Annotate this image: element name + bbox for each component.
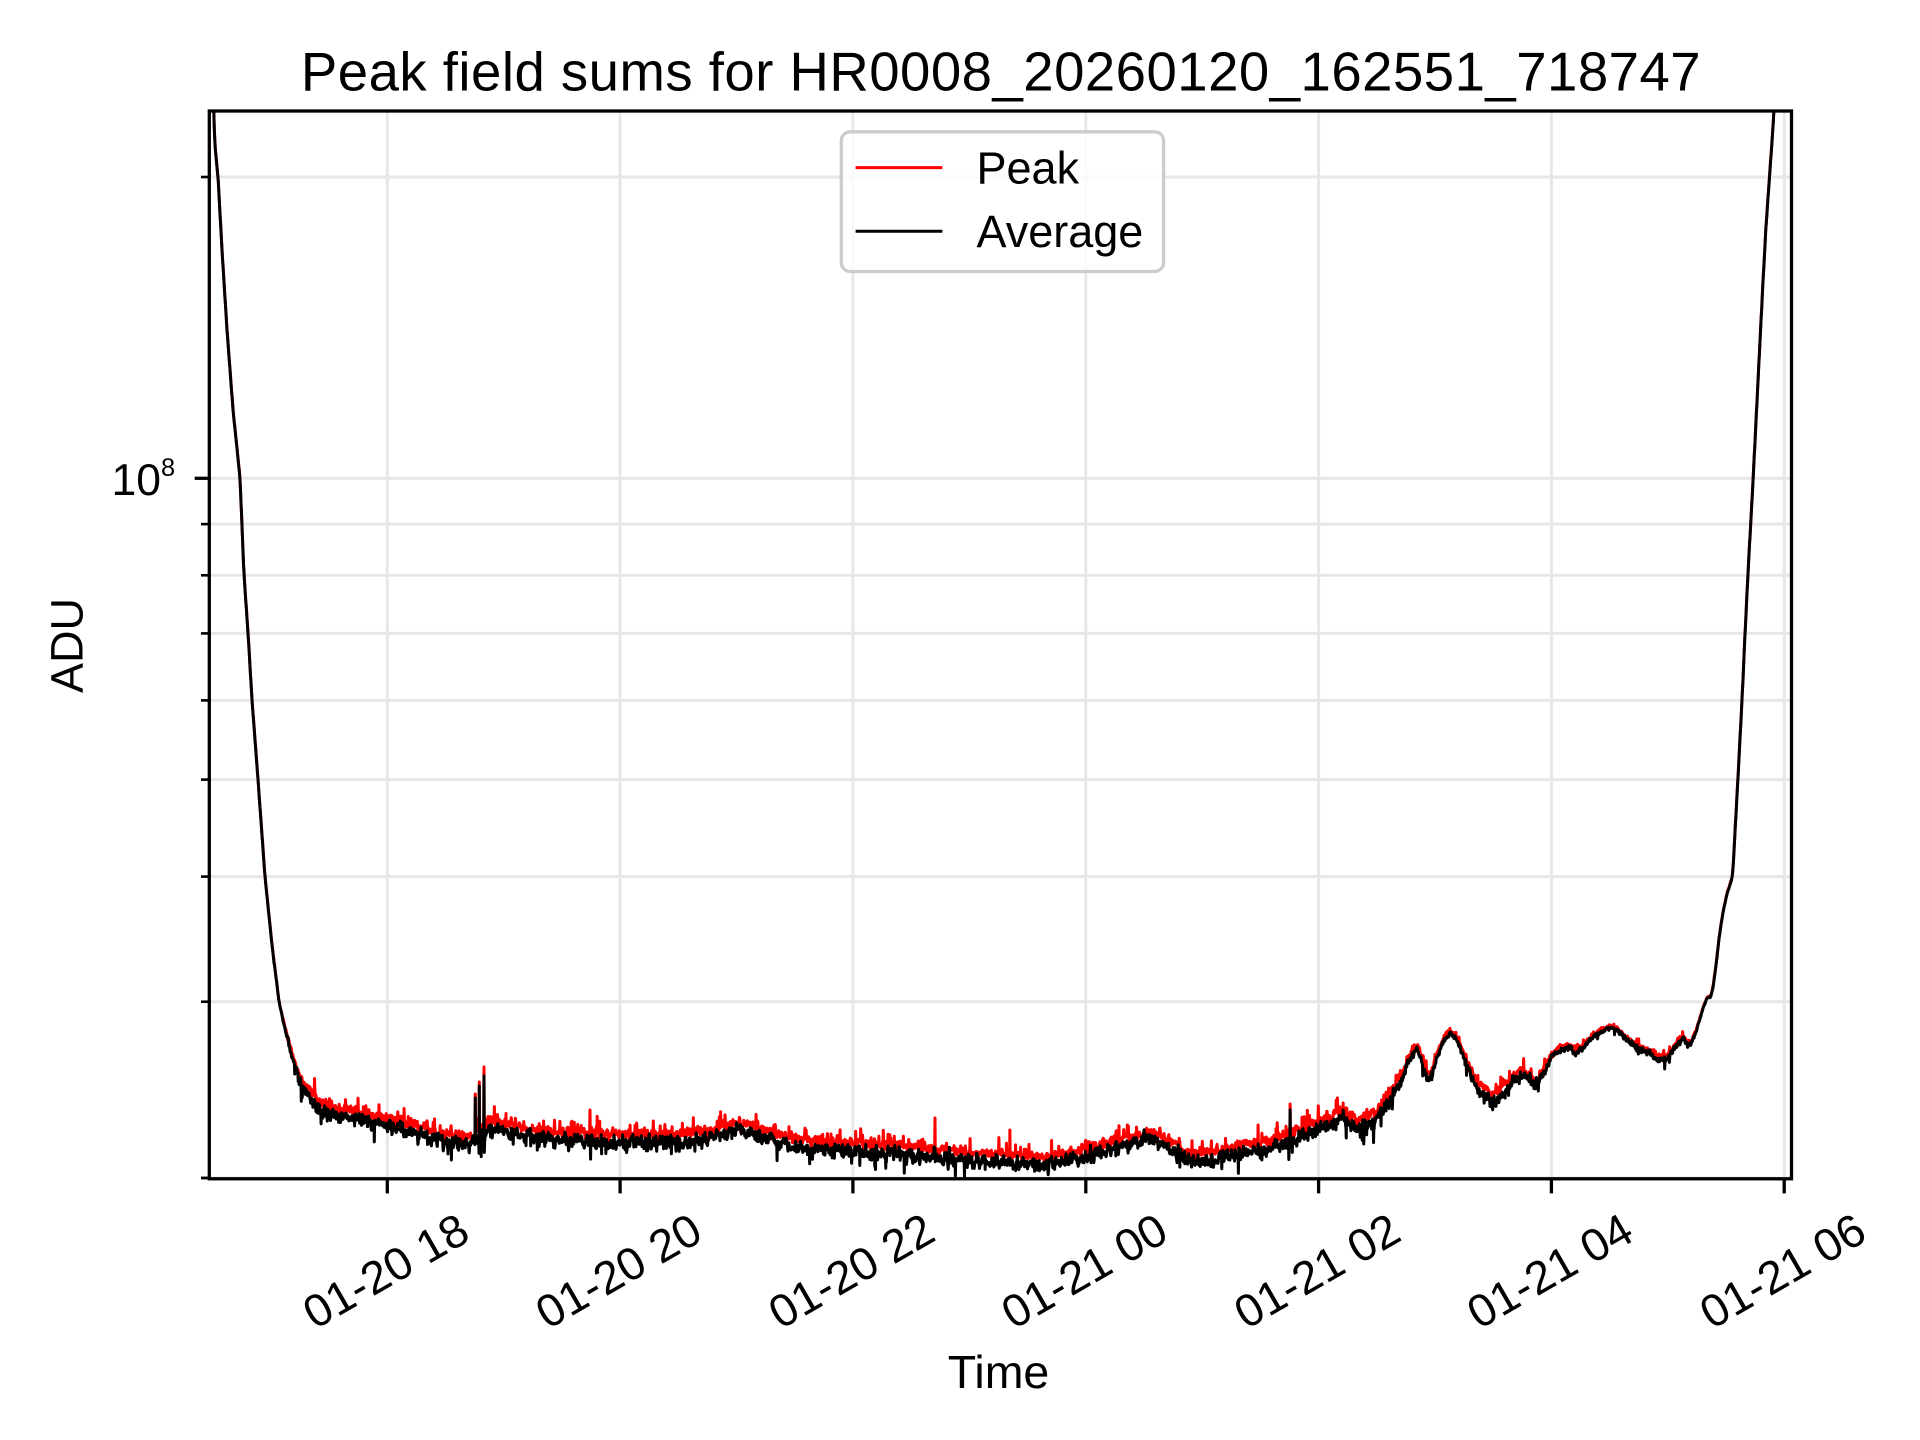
svg-text:Peak field sums for HR0008_202: Peak field sums for HR0008_20260120_1625…: [301, 41, 1701, 102]
svg-text:Peak: Peak: [977, 142, 1080, 193]
svg-text:Time: Time: [948, 1346, 1050, 1398]
svg-text:Average: Average: [977, 206, 1144, 257]
svg-text:ADU: ADU: [42, 598, 93, 693]
